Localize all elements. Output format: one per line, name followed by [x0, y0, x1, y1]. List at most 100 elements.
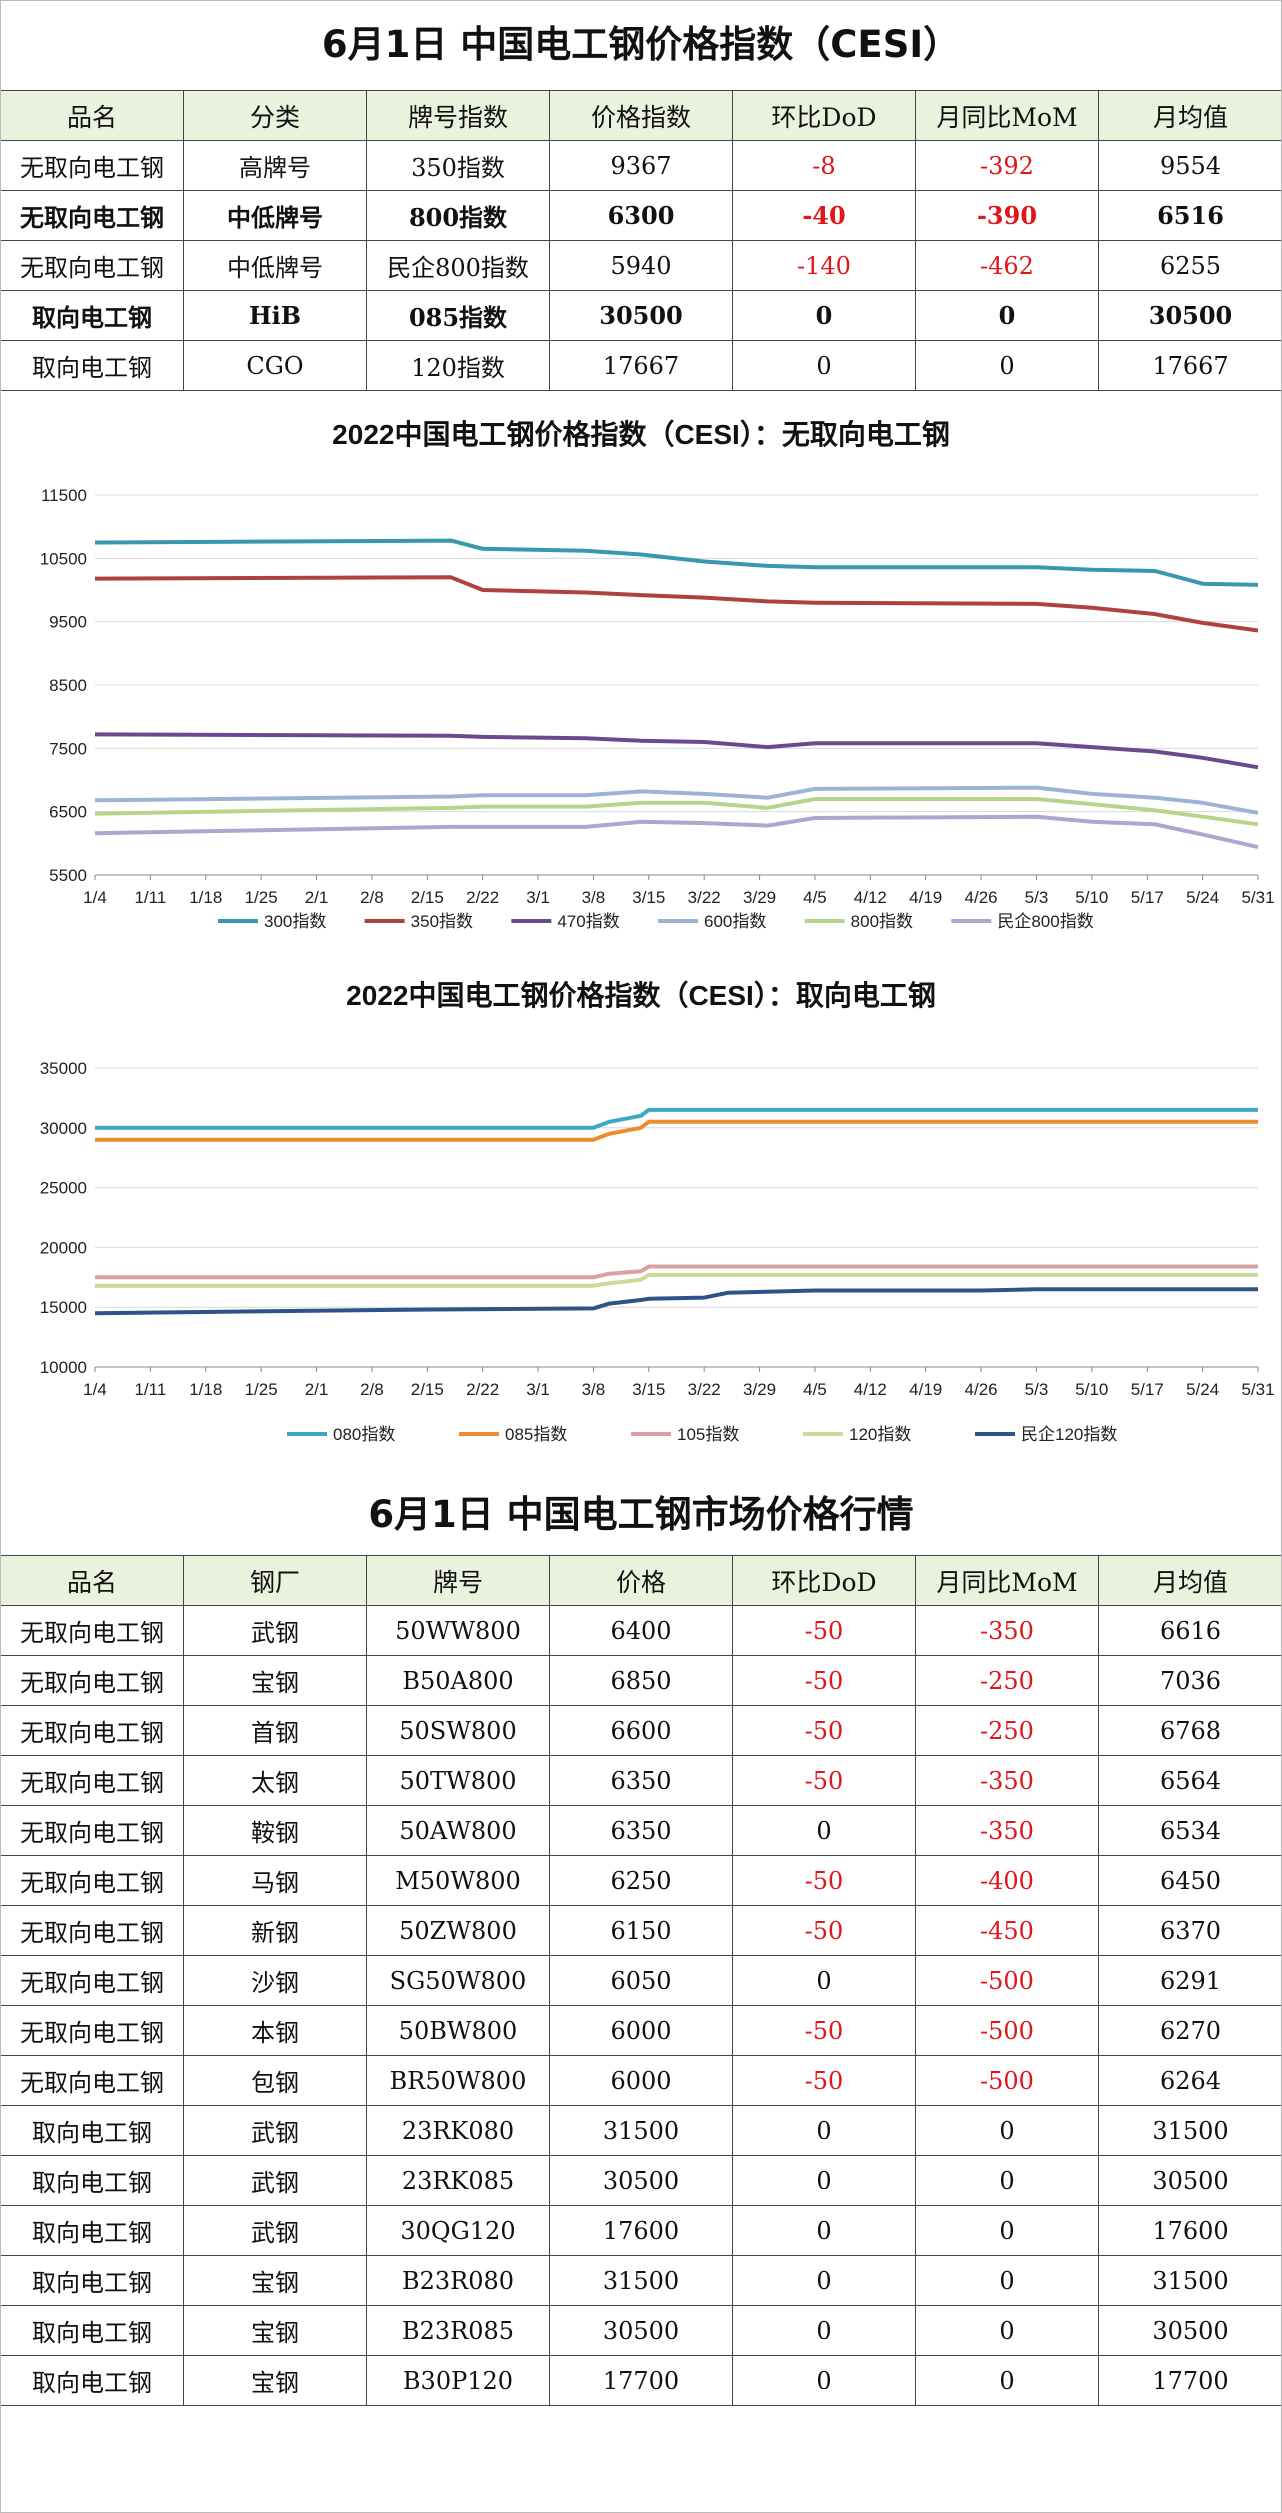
market-cell-price: 31500 — [549, 2255, 733, 2306]
x-tick-label: 3/8 — [582, 888, 606, 907]
market-cell-name: 无取向电工钢 — [0, 1655, 184, 1706]
market-cell-dod: -50 — [732, 1655, 916, 1706]
market-cell-avg: 6270 — [1098, 2005, 1282, 2056]
legend-item: 120指数 — [803, 1425, 911, 1444]
market-cell-name: 无取向电工钢 — [0, 1755, 184, 1806]
market-cell-mill: 武钢 — [183, 1605, 367, 1656]
x-tick-label: 1/25 — [245, 1380, 278, 1399]
index-cell-price: 17667 — [549, 340, 733, 391]
chart-title: 2022中国电工钢价格指数（CESI）：无取向电工钢 — [332, 418, 950, 450]
market-cell-mom: 0 — [915, 2155, 1099, 2206]
index-cell-category: CGO — [183, 340, 367, 391]
x-tick-label: 5/3 — [1025, 1380, 1049, 1399]
y-tick-label: 15000 — [40, 1298, 87, 1317]
market-cell-mill: 武钢 — [183, 2155, 367, 2206]
legend-label: 080指数 — [333, 1425, 395, 1444]
market-cell-mill: 宝钢 — [183, 2255, 367, 2306]
market-cell-name: 无取向电工钢 — [0, 1605, 184, 1656]
market-cell-grade: 23RK085 — [366, 2155, 550, 2206]
market-cell-price: 6050 — [549, 1955, 733, 2006]
market-cell-grade: 50AW800 — [366, 1805, 550, 1856]
market-cell-mill: 马钢 — [183, 1855, 367, 1906]
x-tick-label: 5/3 — [1025, 888, 1049, 907]
index-header-cell: 牌号指数 — [366, 90, 550, 141]
y-tick-label: 10000 — [40, 1358, 87, 1377]
chart-oriented-svg: 2022中国电工钢价格指数（CESI）：取向电工钢 10000 15000 20000… — [40, 979, 1275, 1444]
market-cell-mom: 0 — [915, 2305, 1099, 2356]
market-cell-price: 30500 — [549, 2155, 733, 2206]
table-row: 无取向电工钢 鞍钢 50AW800 6350 0 -350 6534 — [0, 1805, 1282, 1856]
market-cell-grade: SG50W800 — [366, 1955, 550, 2006]
index-cell-dod: -40 — [732, 190, 916, 241]
market-cell-dod: -50 — [732, 1855, 916, 1906]
x-tick-label: 5/24 — [1186, 888, 1219, 907]
index-cell-dod: 0 — [732, 340, 916, 391]
market-cell-price: 6000 — [549, 2055, 733, 2106]
market-cell-avg: 30500 — [1098, 2155, 1282, 2206]
x-tick-label: 1/11 — [134, 1380, 166, 1399]
market-cell-mom: 0 — [915, 2355, 1099, 2406]
series-line — [94, 814, 1259, 850]
chart-oriented: 2022中国电工钢价格指数（CESI）：取向电工钢 10000 15000 20000… — [0, 955, 1282, 1455]
market-cell-mill: 本钢 — [183, 2005, 367, 2056]
market-cell-grade: 50TW800 — [366, 1755, 550, 1806]
table-row: 取向电工钢 宝钢 B23R080 31500 0 0 31500 — [0, 2255, 1282, 2306]
market-header-cell: 钢厂 — [183, 1555, 367, 1606]
market-cell-mom: -400 — [915, 1855, 1099, 1906]
market-header-cell: 牌号 — [366, 1555, 550, 1606]
index-cell-dod: 0 — [732, 290, 916, 341]
x-tick-label: 5/24 — [1186, 1380, 1219, 1399]
x-tick-label: 2/15 — [411, 1380, 444, 1399]
market-cell-dod: -50 — [732, 2005, 916, 2056]
x-tick-label: 1/18 — [189, 888, 222, 907]
market-cell-mill: 沙钢 — [183, 1955, 367, 2006]
market-cell-price: 6350 — [549, 1805, 733, 1856]
x-tick-label: 4/5 — [803, 1380, 827, 1399]
y-tick-label: 11500 — [41, 486, 87, 505]
market-cell-name: 无取向电工钢 — [0, 1905, 184, 1956]
market-cell-dod: 0 — [732, 2205, 916, 2256]
x-tick-label: 5/31 — [1241, 888, 1274, 907]
index-cell-grade: 350指数 — [366, 140, 550, 191]
market-header-cell: 品名 — [0, 1555, 184, 1606]
market-cell-name: 取向电工钢 — [0, 2205, 184, 2256]
market-table-title: 6月1日 中国电工钢市场价格行情 — [368, 1493, 914, 1536]
market-cell-grade: BR50W800 — [366, 2055, 550, 2106]
legend-item: 470指数 — [511, 912, 620, 931]
index-cell-avg: 30500 — [1098, 290, 1282, 341]
series-line — [94, 732, 1259, 770]
y-tick-label: 6500 — [49, 803, 87, 822]
index-cell-dod: -8 — [732, 140, 916, 191]
x-tick-label: 5/10 — [1075, 888, 1108, 907]
y-tick-label: 20000 — [40, 1238, 87, 1257]
legend-item: 民企120指数 — [975, 1425, 1117, 1444]
x-tick-label: 2/22 — [466, 1380, 499, 1399]
market-cell-price: 6850 — [549, 1655, 733, 1706]
legend-label: 105指数 — [677, 1425, 739, 1444]
y-tick-label: 25000 — [40, 1179, 87, 1198]
y-tick-label: 35000 — [40, 1059, 87, 1078]
x-tick-label: 4/12 — [854, 1380, 887, 1399]
index-cell-name: 无取向电工钢 — [0, 190, 184, 241]
table-row: 无取向电工钢 马钢 M50W800 6250 -50 -400 6450 — [0, 1855, 1282, 1906]
market-cell-price: 6150 — [549, 1905, 733, 1956]
y-tick-label: 30000 — [40, 1119, 87, 1138]
market-cell-grade: 30QG120 — [366, 2205, 550, 2256]
index-cell-dod: -140 — [732, 240, 916, 291]
legend-label: 120指数 — [849, 1425, 911, 1444]
market-cell-grade: B50A800 — [366, 1655, 550, 1706]
index-header-cell: 分类 — [183, 90, 367, 141]
index-cell-avg: 6516 — [1098, 190, 1282, 241]
market-cell-price: 6400 — [549, 1605, 733, 1656]
legend-label: 470指数 — [557, 912, 619, 931]
legend-label: 600指数 — [704, 912, 766, 931]
market-cell-grade: 50ZW800 — [366, 1905, 550, 1956]
index-cell-grade: 085指数 — [366, 290, 550, 341]
legend-label: 民企800指数 — [997, 912, 1093, 931]
y-tick-label: 10500 — [40, 549, 87, 568]
x-tick-label: 3/8 — [582, 1380, 606, 1399]
market-table-header: 品名 钢厂 牌号 价格 环比DoD 月同比MoM 月均值 — [0, 1555, 1282, 1606]
market-cell-price: 6600 — [549, 1705, 733, 1756]
table-row: 无取向电工钢 新钢 50ZW800 6150 -50 -450 6370 — [0, 1905, 1282, 1956]
